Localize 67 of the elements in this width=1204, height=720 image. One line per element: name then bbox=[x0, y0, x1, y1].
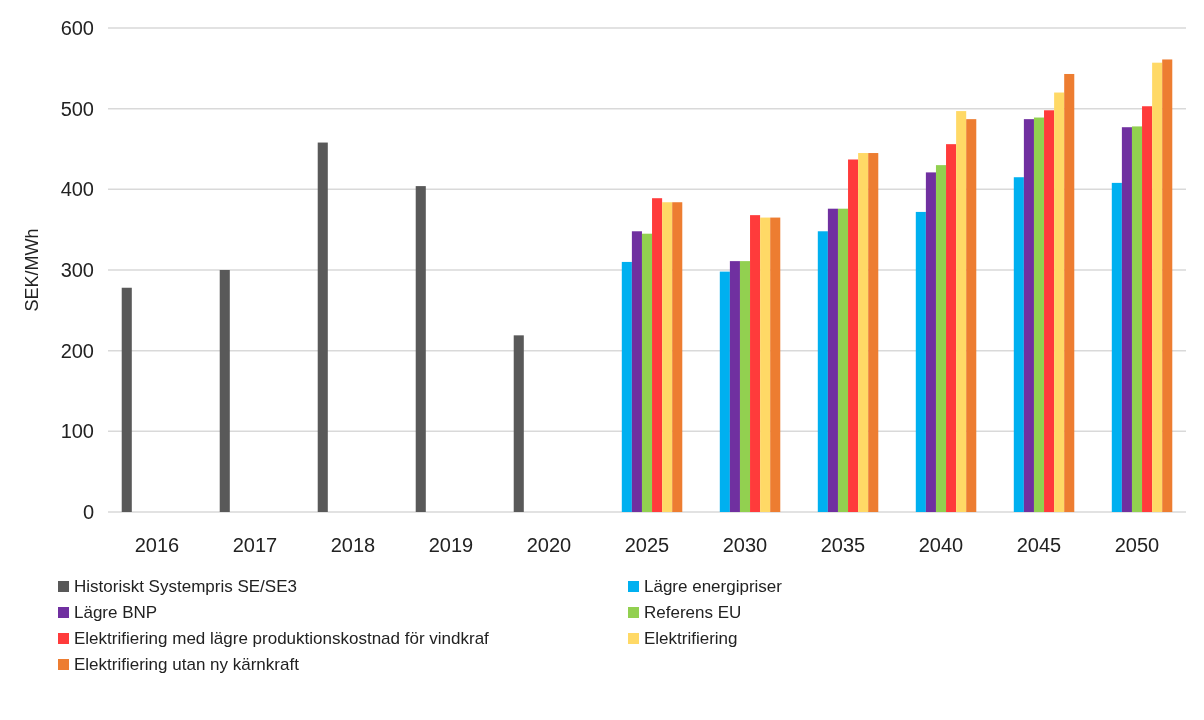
y-tick-label: 200 bbox=[60, 339, 94, 362]
y-axis-title: SEK/MWh bbox=[22, 228, 42, 312]
bar bbox=[729, 261, 740, 512]
bar bbox=[662, 202, 673, 512]
bar bbox=[858, 153, 869, 512]
legend-label: Referens EU bbox=[644, 603, 742, 622]
x-tick-label: 2025 bbox=[624, 534, 670, 556]
bar bbox=[1033, 117, 1045, 512]
bar bbox=[1142, 106, 1153, 512]
bar bbox=[1152, 62, 1163, 512]
bar bbox=[672, 202, 683, 512]
bar bbox=[1064, 73, 1075, 512]
bar bbox=[513, 335, 524, 512]
x-tick-label: 2040 bbox=[918, 534, 964, 556]
bar bbox=[848, 159, 859, 512]
bar bbox=[719, 271, 730, 512]
bar bbox=[1111, 182, 1122, 512]
y-tick-label: 100 bbox=[60, 420, 94, 443]
x-tick-label: 2019 bbox=[428, 534, 474, 556]
x-tick-label: 2045 bbox=[1016, 534, 1062, 556]
bar bbox=[750, 215, 761, 512]
bar bbox=[1162, 59, 1173, 512]
bar bbox=[219, 270, 230, 512]
x-tick-label: 2018 bbox=[330, 534, 376, 556]
bar bbox=[121, 287, 132, 512]
legend-label: Lägre BNP bbox=[74, 603, 158, 622]
x-tick-label: 2050 bbox=[1114, 534, 1160, 556]
bar bbox=[770, 217, 781, 512]
bar bbox=[827, 208, 838, 512]
bar bbox=[1054, 92, 1065, 512]
legend-label: Lägre energipriser bbox=[644, 577, 783, 596]
x-tick-label: 2030 bbox=[722, 534, 768, 556]
bar bbox=[868, 153, 879, 512]
legend-label: Elektrifiering bbox=[644, 629, 738, 648]
legend-label: Elektrifiering utan ny kärnkraft bbox=[74, 655, 300, 674]
bar bbox=[1044, 110, 1055, 512]
bar bbox=[1131, 126, 1143, 512]
bar bbox=[760, 217, 771, 512]
x-tick-label: 2035 bbox=[820, 534, 866, 556]
bar bbox=[837, 208, 849, 512]
bar bbox=[946, 144, 957, 512]
y-tick-label: 600 bbox=[60, 17, 94, 39]
y-tick-label: 0 bbox=[82, 501, 94, 523]
y-tick-label: 500 bbox=[60, 97, 94, 120]
bar bbox=[817, 231, 828, 512]
bar bbox=[935, 165, 947, 512]
bar bbox=[915, 211, 926, 512]
bar bbox=[641, 233, 653, 512]
bar bbox=[966, 119, 977, 512]
bar bbox=[621, 261, 632, 512]
bar bbox=[1013, 177, 1024, 512]
bar bbox=[956, 111, 967, 512]
legend-label: Elektrifiering med lägre produktionskostnad för vindkraf bbox=[74, 629, 490, 648]
x-tick-label: 2017 bbox=[232, 534, 278, 556]
bar bbox=[925, 172, 936, 512]
y-tick-label: 400 bbox=[60, 178, 94, 201]
x-tick-label: 2020 bbox=[526, 534, 572, 556]
legend-label: Historiskt Systempris SE/SE3 bbox=[74, 577, 297, 596]
bar bbox=[415, 186, 426, 512]
bar bbox=[1023, 119, 1034, 512]
bar bbox=[1121, 127, 1132, 512]
bar bbox=[652, 198, 663, 512]
bar bbox=[317, 142, 328, 512]
bar bbox=[631, 231, 642, 512]
y-tick-label: 300 bbox=[60, 259, 94, 281]
x-tick-label: 2016 bbox=[134, 534, 180, 556]
bar bbox=[739, 261, 751, 512]
